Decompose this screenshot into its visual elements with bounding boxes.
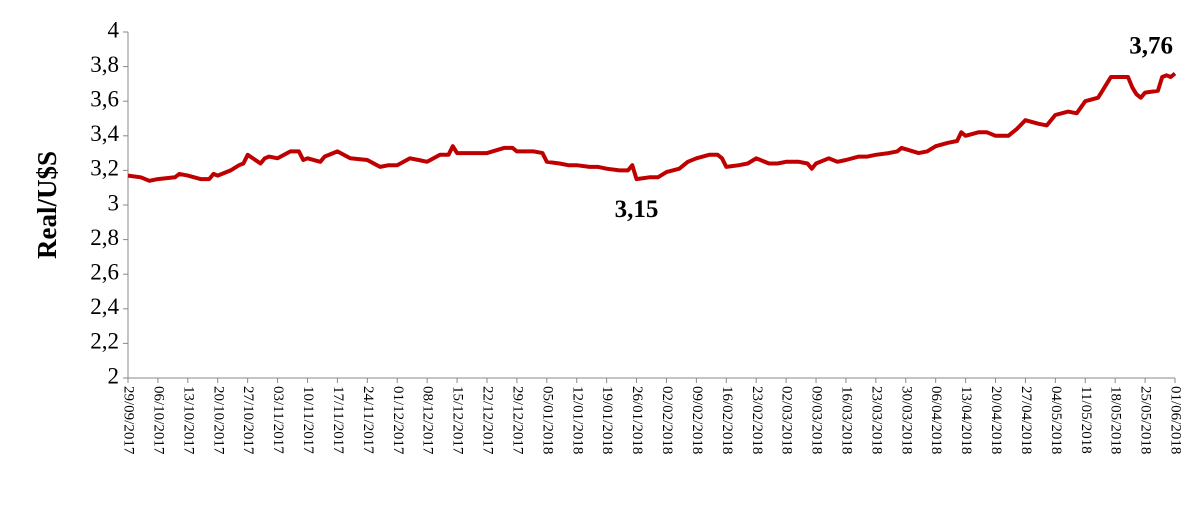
x-tick-label: 01/12/2017 — [390, 386, 406, 455]
annotation: 3,76 — [1129, 32, 1173, 59]
y-tick-label: 3 — [108, 190, 120, 215]
x-tick-label: 25/05/2018 — [1138, 386, 1154, 454]
x-tick-label: 12/01/2018 — [569, 386, 585, 454]
x-tick-label: 02/02/2018 — [659, 386, 675, 454]
x-tick-label: 11/05/2018 — [1078, 386, 1094, 454]
x-tick-label: 09/03/2018 — [809, 386, 825, 454]
x-tick-label: 18/05/2018 — [1108, 386, 1124, 454]
x-tick-label: 03/11/2017 — [270, 386, 286, 454]
y-axis-title: Real/U$S — [32, 151, 62, 259]
x-tick-label: 22/12/2017 — [480, 386, 496, 455]
x-tick-label: 13/10/2017 — [180, 386, 196, 455]
x-tick-label: 08/12/2017 — [420, 386, 436, 455]
x-tick-label: 24/11/2017 — [360, 386, 376, 454]
x-tick-label: 13/04/2018 — [958, 386, 974, 454]
x-tick-label: 29/09/2017 — [121, 386, 137, 455]
x-tick-label: 23/02/2018 — [749, 386, 765, 454]
y-tick-label: 2,4 — [90, 294, 119, 319]
y-tick-label: 2,6 — [90, 259, 119, 284]
x-tick-label: 29/12/2017 — [509, 386, 525, 455]
x-tick-label: 16/02/2018 — [719, 386, 735, 454]
x-tick-label: 05/01/2018 — [539, 386, 555, 454]
y-tick-label: 3,2 — [90, 156, 119, 181]
x-tick-label: 17/11/2017 — [330, 386, 346, 454]
x-tick-label: 06/04/2018 — [928, 386, 944, 454]
y-tick-label: 3,6 — [90, 86, 119, 111]
x-tick-label: 16/03/2018 — [839, 386, 855, 454]
x-tick-label: 19/01/2018 — [599, 386, 615, 454]
y-tick-label: 2 — [108, 363, 120, 388]
x-tick-label: 27/04/2018 — [1018, 386, 1034, 454]
annotation: 3,15 — [615, 196, 659, 223]
x-tick-label: 26/01/2018 — [629, 386, 645, 454]
y-tick-label: 3,8 — [90, 52, 119, 77]
y-tick-label: 4 — [108, 17, 120, 42]
x-tick-label: 04/05/2018 — [1048, 386, 1064, 454]
x-tick-label: 30/03/2018 — [898, 386, 914, 454]
x-tick-label: 01/06/2018 — [1168, 386, 1184, 454]
y-tick-label: 2,2 — [90, 329, 119, 354]
x-tick-label: 02/03/2018 — [779, 386, 795, 454]
x-tick-label: 20/10/2017 — [210, 386, 226, 455]
x-tick-label: 15/12/2017 — [450, 386, 466, 455]
x-tick-label: 27/10/2017 — [240, 386, 256, 455]
x-tick-label: 09/02/2018 — [689, 386, 705, 454]
x-tick-label: 20/04/2018 — [988, 386, 1004, 454]
x-tick-label: 23/03/2018 — [868, 386, 884, 454]
data-line — [127, 71, 1177, 183]
y-tick-label: 2,8 — [90, 225, 119, 250]
y-tick-label: 3,4 — [90, 121, 119, 146]
x-tick-label: 06/10/2017 — [150, 386, 166, 455]
x-tick-label: 10/11/2017 — [300, 386, 316, 454]
